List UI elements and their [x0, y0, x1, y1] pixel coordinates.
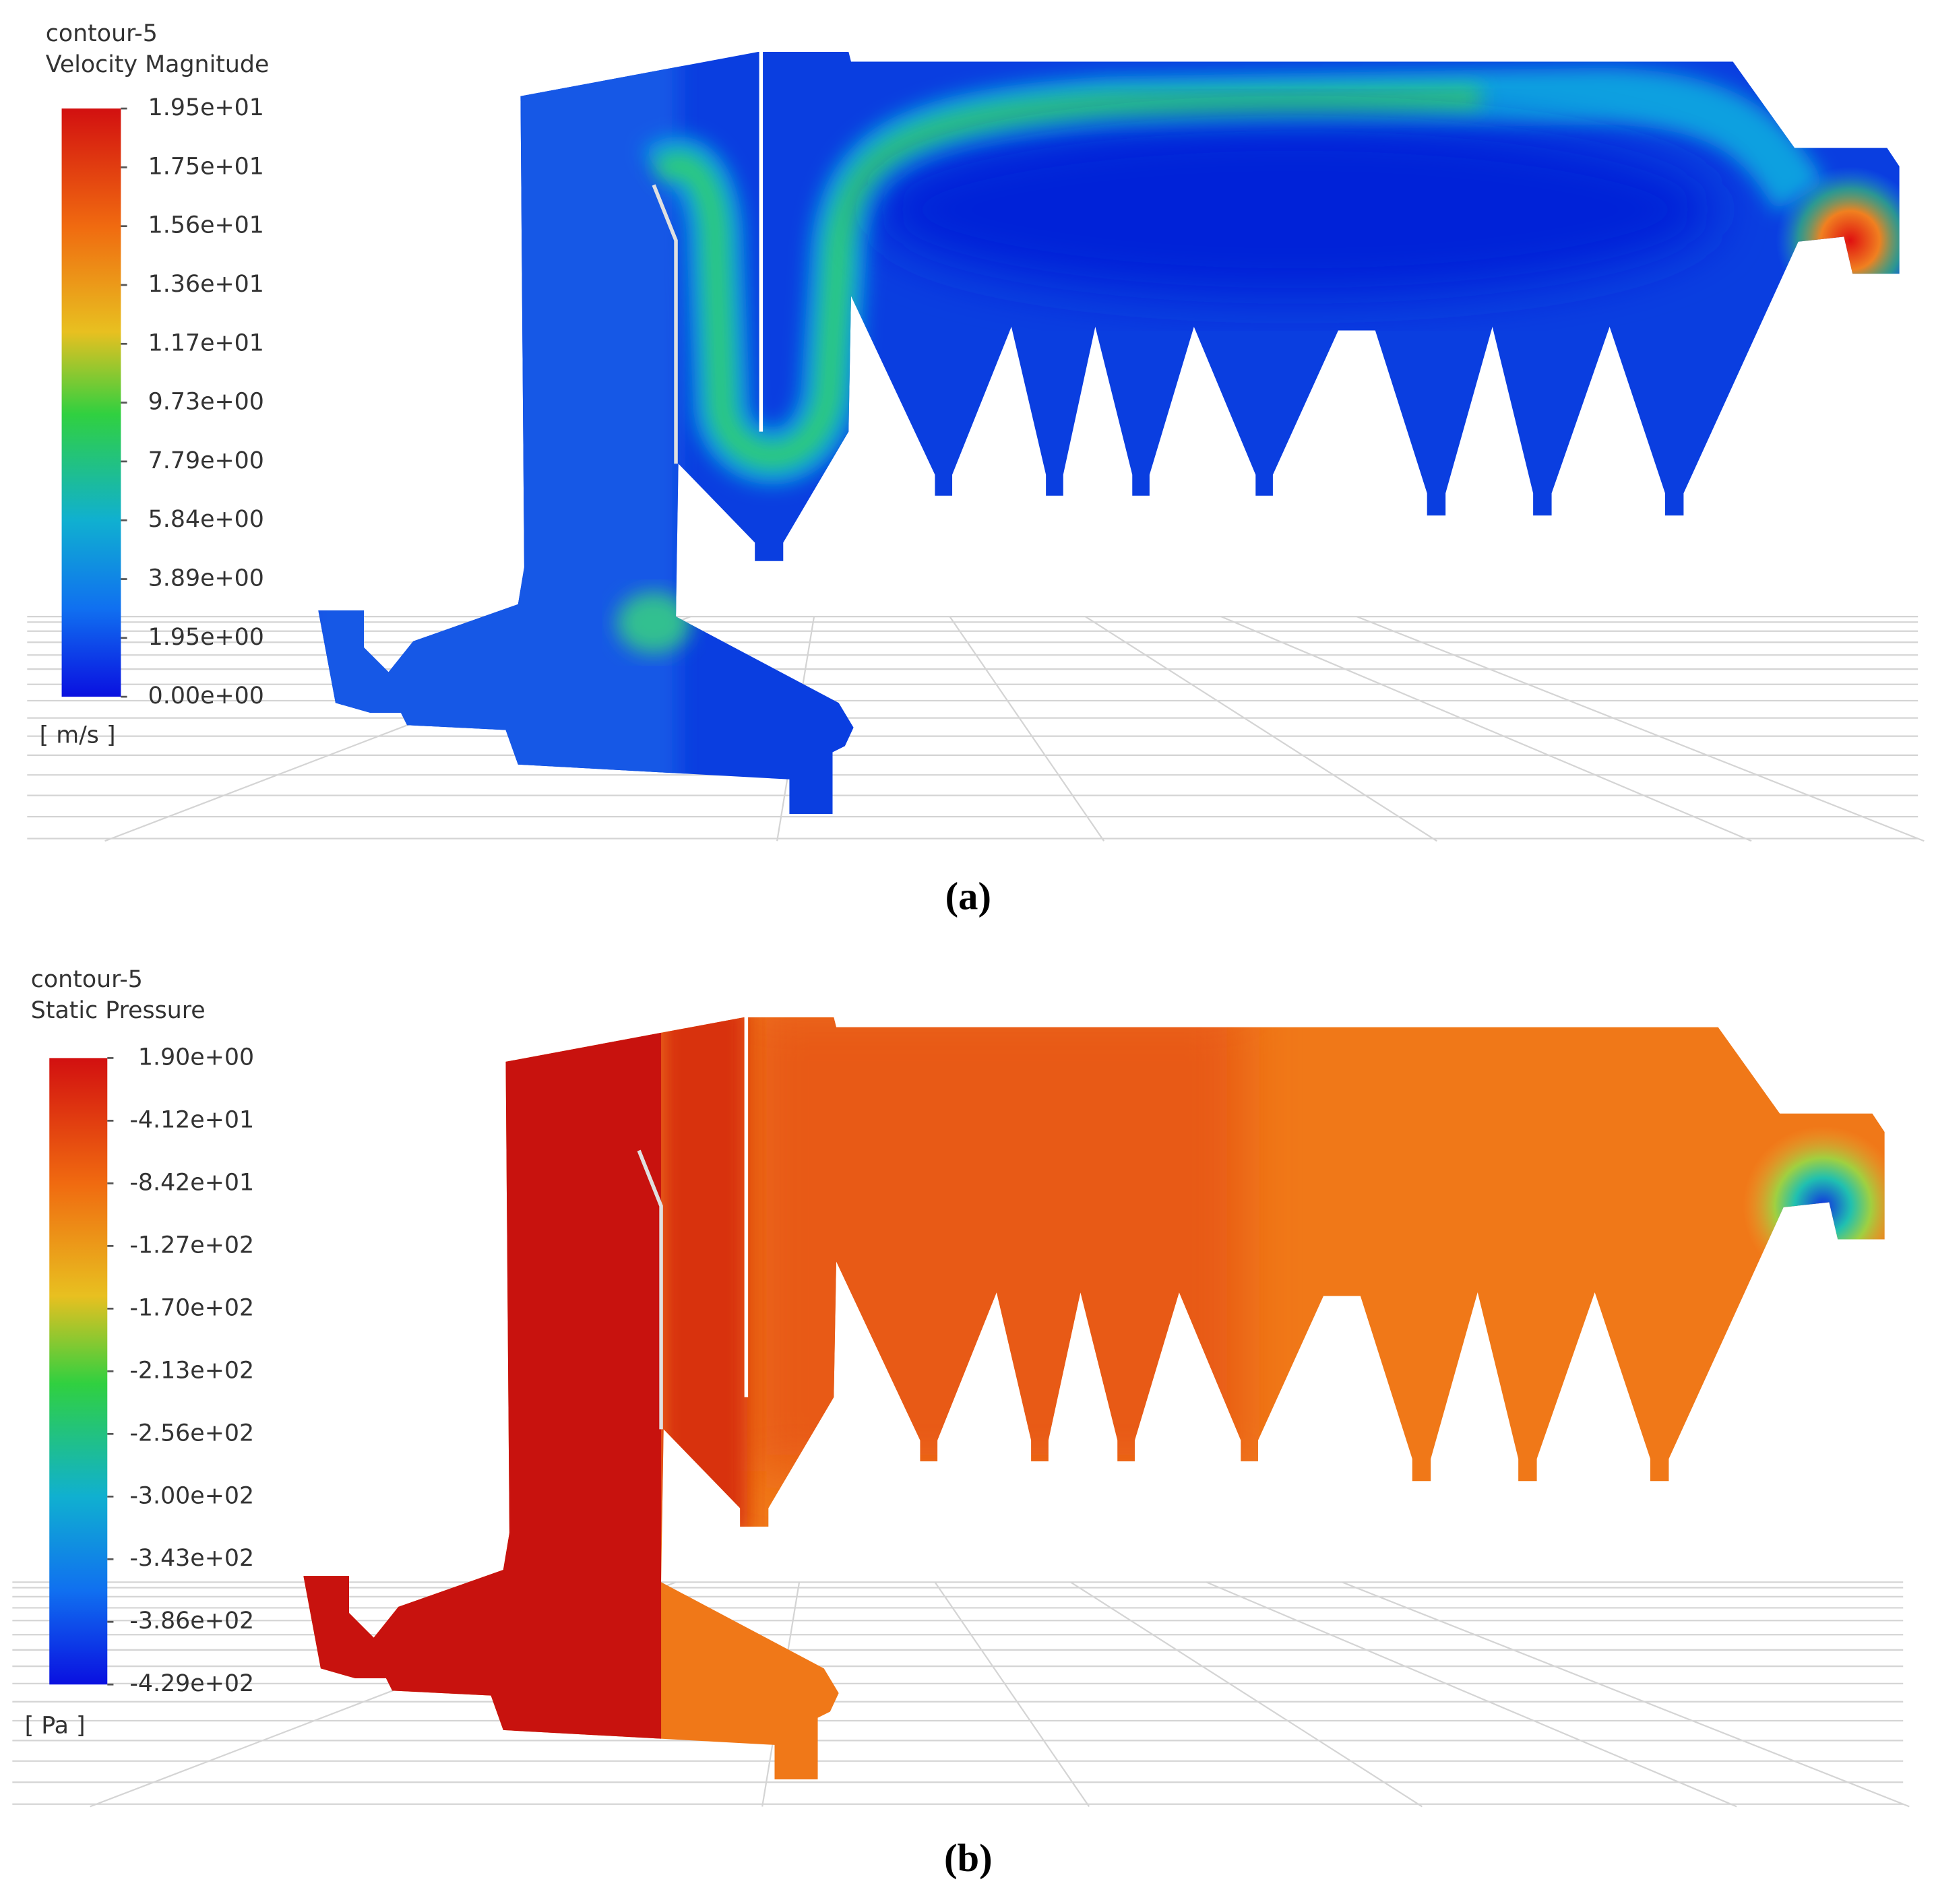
legend-label: 5.84e+00	[148, 506, 264, 533]
grid-line	[1356, 616, 1925, 842]
panel-caption: (a)	[945, 875, 991, 918]
field-right	[749, 1017, 1243, 1471]
flow-core	[652, 87, 1480, 468]
legend-label: 0.00e+00	[148, 683, 264, 709]
legend-label: -2.13e+02	[129, 1357, 254, 1384]
legend-label: -2.56e+02	[129, 1420, 254, 1447]
legend-label: 7.79e+00	[148, 447, 264, 474]
bend-jet	[617, 592, 691, 654]
legend-label: 1.75e+01	[148, 153, 264, 180]
legend-label: -3.43e+02	[129, 1545, 254, 1572]
panel: contour-5 Velocity Magnitude 1.95e+01 1.75e…	[27, 20, 1925, 918]
legend-label: 1.90e+00	[138, 1044, 254, 1071]
contour-body	[318, 49, 1900, 815]
legend-label: 1.95e+00	[148, 624, 264, 651]
legend-unit: [ m/s ]	[40, 722, 116, 749]
color-bar	[61, 108, 121, 697]
legend-label: -1.27e+02	[129, 1232, 254, 1259]
legend-label: 1.95e+01	[148, 94, 264, 121]
panel: contour-5 Static Pressure 1.90e+00 -4.12e+0…	[12, 966, 1910, 1880]
contour-fill	[318, 51, 1900, 815]
legend-quantity: Velocity Magnitude	[46, 51, 270, 78]
legend-quantity: Static Pressure	[31, 997, 206, 1024]
grid-line	[934, 1581, 1090, 1808]
legend-label: -3.86e+02	[129, 1608, 254, 1635]
legend-label: 3.89e+00	[148, 565, 264, 592]
grid-line	[1220, 616, 1752, 842]
grid-line	[1342, 1581, 1910, 1808]
grid-line	[1206, 1581, 1737, 1808]
legend-unit: [ Pa ]	[25, 1712, 86, 1739]
slow-core	[875, 123, 1715, 296]
inner-wall	[637, 1149, 663, 1430]
field-u	[661, 1017, 748, 1533]
outlet-low	[1743, 1126, 1885, 1287]
legend-title: contour-5	[46, 20, 158, 47]
legend-title: contour-5	[31, 966, 143, 993]
legend-label: -4.29e+02	[129, 1670, 254, 1697]
field-tower	[318, 51, 679, 815]
legend-label: -1.70e+02	[129, 1294, 254, 1321]
floor-grid	[27, 616, 1925, 842]
legend-label: 1.56e+01	[148, 212, 264, 239]
legend-label: -4.12e+01	[129, 1106, 254, 1133]
panel-caption: (b)	[944, 1836, 993, 1880]
grid-line	[949, 616, 1105, 842]
grid-line	[1070, 1581, 1423, 1808]
outlet-jet	[1776, 166, 1900, 315]
contour-body	[303, 1015, 1885, 1780]
inner-wall	[652, 184, 678, 464]
contour-fill	[303, 1017, 1885, 1780]
color-bar	[49, 1058, 108, 1685]
legend-label: 9.73e+00	[148, 389, 264, 416]
legend-label: 1.17e+01	[148, 329, 264, 356]
legend-label: 1.36e+01	[148, 271, 264, 298]
legend-label: -3.00e+02	[129, 1482, 254, 1509]
grid-line	[1085, 616, 1437, 842]
field-tower	[303, 1017, 662, 1780]
legend-label: -8.42e+01	[129, 1169, 254, 1196]
floor-grid	[12, 1581, 1910, 1808]
